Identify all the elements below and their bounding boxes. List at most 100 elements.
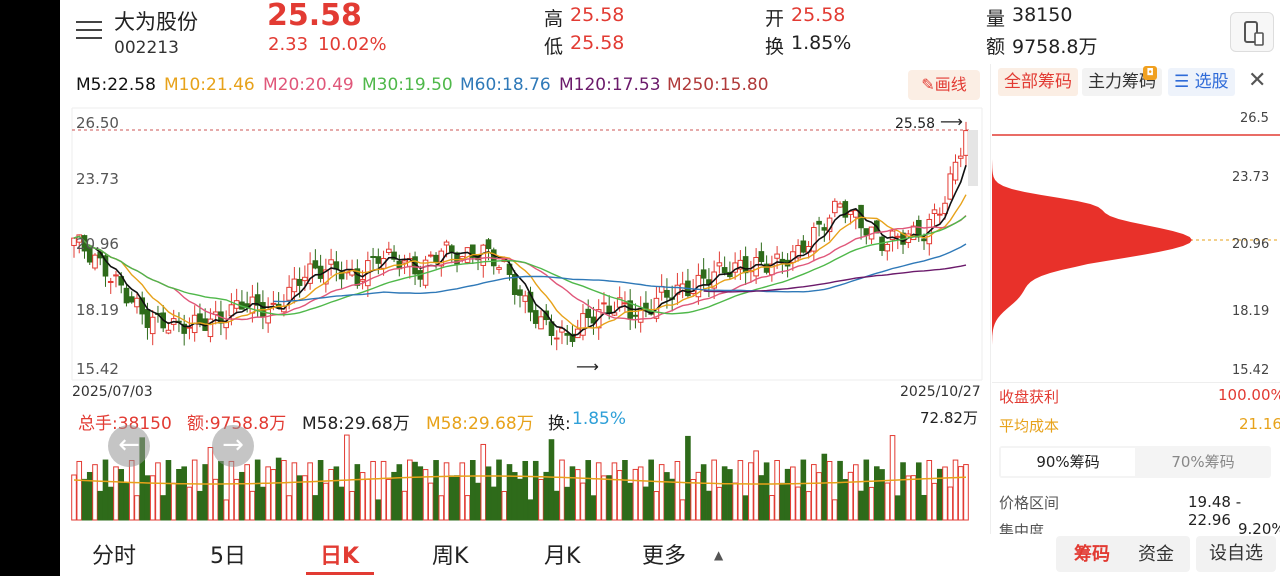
volume-bar	[128, 460, 135, 521]
volume-bar	[821, 453, 828, 521]
price-range-value: 19.48 - 22.96	[1188, 493, 1242, 529]
pick-stock-label: 选股	[1194, 72, 1229, 92]
candle-body	[354, 268, 361, 286]
volume-bar	[721, 466, 728, 521]
next-button[interactable]: →	[212, 425, 254, 467]
profit-value: 100.00%	[1218, 386, 1280, 404]
volume-bar	[957, 466, 964, 521]
tab-5day[interactable]: 5日	[210, 544, 246, 569]
pick-stock-button[interactable]: ☰ 选股	[1168, 68, 1235, 96]
candle-body	[963, 130, 969, 156]
volume-bar	[485, 466, 492, 521]
add-watchlist-button[interactable]: 设自选	[1196, 536, 1276, 572]
candle-body	[742, 256, 749, 274]
tab-daily[interactable]: 日K	[320, 544, 360, 569]
candle-body	[286, 286, 292, 301]
tab-monthly[interactable]: 月K	[544, 544, 581, 569]
candle-body	[317, 265, 324, 279]
volume-bar	[270, 469, 277, 521]
volume-bar	[254, 459, 261, 521]
candle-body	[522, 295, 529, 302]
volume-bar	[134, 495, 140, 521]
rotate-screen-button[interactable]	[1230, 12, 1274, 52]
volume-bar	[291, 462, 298, 521]
volume-bar	[459, 462, 466, 521]
volume-bar	[695, 471, 702, 521]
prev-button[interactable]: ←	[108, 425, 150, 467]
candle-body	[433, 254, 439, 263]
volume-bar	[669, 478, 675, 521]
volume-bar	[391, 471, 397, 521]
volume-bar	[653, 491, 660, 521]
volume-bar	[76, 460, 83, 521]
ma30-label: M30:19.50	[362, 75, 453, 95]
candle-body	[443, 241, 450, 246]
tab-70-chips[interactable]: 70%筹码	[1171, 453, 1235, 471]
volume-bar	[286, 495, 292, 521]
ma5-line	[73, 164, 967, 337]
chart-scrollbar[interactable]	[968, 130, 978, 186]
chip-panel-separator	[992, 382, 1280, 383]
chips-button[interactable]: 筹码	[1074, 544, 1110, 565]
candle-body	[469, 244, 476, 258]
volume-bar	[375, 499, 382, 521]
candle-body	[664, 289, 670, 298]
volume-bar	[113, 466, 119, 521]
volume-chart[interactable]	[60, 428, 990, 522]
volume-bar	[627, 482, 633, 521]
volume-bars-group	[71, 434, 969, 521]
candle-body	[511, 274, 518, 295]
volume-bar	[690, 479, 696, 521]
volume-max: 72.82万	[920, 409, 978, 427]
candle-body	[254, 294, 261, 306]
kline-chart[interactable]: 25.58 ⟶ ⟶ 26.50 23.73 20.96 18.19 15.42 …	[60, 100, 990, 400]
candle-body	[165, 329, 172, 334]
candle-body	[302, 276, 308, 282]
tab-weekly[interactable]: 周K	[432, 544, 469, 569]
candle-body	[853, 210, 859, 218]
volume-bar	[837, 460, 843, 521]
candle-body	[952, 161, 959, 181]
ma5-label: M5:22.58	[76, 75, 156, 95]
candle-body	[889, 230, 896, 241]
caret-up-icon[interactable]: ▲	[714, 548, 724, 562]
candle-body	[149, 316, 156, 335]
volume-bar	[963, 464, 969, 521]
fund-button[interactable]: 资金	[1138, 544, 1174, 565]
volume-ma58-alt: M58:29.68万	[426, 414, 534, 434]
volume-bar	[553, 490, 560, 521]
volume-bar	[643, 486, 649, 521]
volume-bar	[863, 459, 870, 521]
tab-more[interactable]: 更多	[642, 544, 687, 569]
volume-bar	[847, 471, 854, 521]
concentration-value: 9.20%	[1238, 520, 1280, 534]
candle-body	[328, 259, 334, 265]
menu-icon[interactable]	[74, 16, 104, 44]
arrow-left-icon: ←	[118, 430, 140, 460]
tab-90-chips[interactable]: 90%筹码	[1001, 448, 1135, 476]
ma30-line	[73, 215, 967, 316]
volume-bar	[800, 459, 807, 521]
volume-total: 总手:38150	[78, 414, 172, 434]
candle-body	[580, 313, 586, 336]
volume-bar	[265, 466, 271, 521]
candle-body	[496, 267, 502, 270]
ma-lines-group	[73, 164, 967, 337]
lock-badge-icon: ◘	[1143, 66, 1157, 80]
volume-bar	[349, 490, 355, 521]
volume-bar	[155, 462, 161, 521]
volume-bar	[212, 478, 219, 521]
candle-body	[401, 260, 408, 264]
ma60-line	[273, 243, 967, 303]
phone-rotate-icon	[1244, 21, 1264, 46]
volume-bar	[889, 435, 896, 521]
close-icon[interactable]: ✕	[1248, 68, 1267, 93]
candle-body	[312, 260, 319, 269]
candle-body	[102, 255, 109, 277]
draw-line-button[interactable]: ✎画线	[908, 70, 980, 100]
volume-bar	[868, 486, 875, 521]
candle-body	[197, 313, 203, 323]
tab-all-chips[interactable]: 全部筹码	[998, 68, 1078, 96]
tab-intraday[interactable]: 分时	[92, 544, 137, 569]
volume-bar	[758, 475, 765, 521]
